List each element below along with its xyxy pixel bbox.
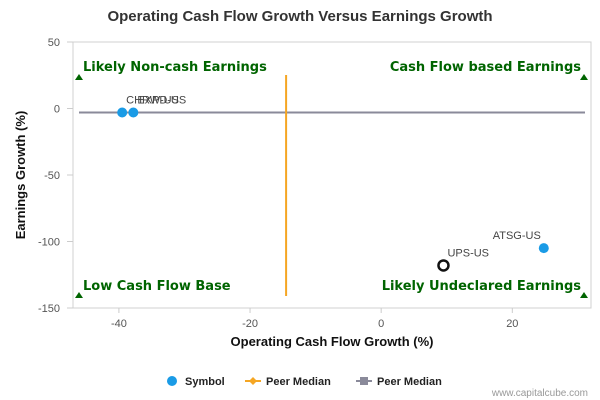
y-tick-label: 50 xyxy=(48,37,60,49)
quadrant-labels: Likely Non-cash Earnings Cash Flow based… xyxy=(75,60,588,298)
data-point-label: CHRW-US xyxy=(126,94,179,106)
x-axis-ticks: -40 -20 0 20 xyxy=(111,308,518,330)
legend-label: Peer Median xyxy=(377,376,442,388)
plot-frame xyxy=(72,41,592,309)
legend-item: Symbol xyxy=(167,376,225,388)
y-tick-label: -50 xyxy=(44,170,60,182)
legend-label: Symbol xyxy=(185,376,225,388)
y-tick-label: -100 xyxy=(38,237,60,249)
quadrant-label-bottom-right: Likely Undeclared Earnings xyxy=(382,279,582,294)
x-axis-title: Operating Cash Flow Growth (%) xyxy=(231,334,434,349)
data-point-marker xyxy=(538,243,549,254)
x-tick-label: 20 xyxy=(506,318,518,330)
corner-triangle-bottom-right xyxy=(580,292,588,298)
legend-label: Peer Median xyxy=(266,376,331,388)
x-tick-label: -20 xyxy=(242,318,258,330)
y-tick-label: 0 xyxy=(54,104,60,116)
data-point-marker xyxy=(128,107,139,118)
corner-triangle-top-left xyxy=(75,74,83,80)
data-point-marker xyxy=(117,107,128,118)
corner-triangle-bottom-left xyxy=(75,292,83,298)
credit-text: www.capitalcube.com xyxy=(491,388,588,399)
data-point-label: ATSG-US xyxy=(493,230,541,242)
data-point-label: UPS-US xyxy=(447,247,489,259)
legend: Symbol Peer Median Peer Median xyxy=(167,376,442,388)
data-point-chrw-us: CHRW-US xyxy=(117,94,179,118)
x-tick-label: 0 xyxy=(378,318,384,330)
y-tick-label: -150 xyxy=(38,303,60,315)
legend-diamond-icon xyxy=(249,377,257,385)
data-point-ups-us: UPS-US xyxy=(437,247,489,272)
legend-item: Peer Median xyxy=(356,376,442,388)
legend-circle-icon xyxy=(167,376,177,386)
chart-title: Operating Cash Flow Growth Versus Earnin… xyxy=(107,8,492,25)
data-point-expd-us: EXPD-US xyxy=(128,94,186,118)
legend-item: Peer Median xyxy=(245,376,331,388)
legend-square-icon xyxy=(360,377,368,385)
quadrant-label-top-right: Cash Flow based Earnings xyxy=(390,60,581,75)
quadrant-label-top-left: Likely Non-cash Earnings xyxy=(83,60,267,75)
corner-triangle-top-right xyxy=(580,74,588,80)
peer-median-lines xyxy=(79,75,585,296)
data-point-atsg-us: ATSG-US xyxy=(493,230,549,254)
data-point-marker xyxy=(437,259,450,272)
quadrant-label-bottom-left: Low Cash Flow Base xyxy=(83,279,231,294)
y-axis-ticks: 50 0 -50 -100 -150 xyxy=(38,37,73,315)
x-tick-label: -40 xyxy=(111,318,127,330)
y-axis-title: Earnings Growth (%) xyxy=(13,111,28,240)
data-point-label: EXPD-US xyxy=(137,94,186,106)
